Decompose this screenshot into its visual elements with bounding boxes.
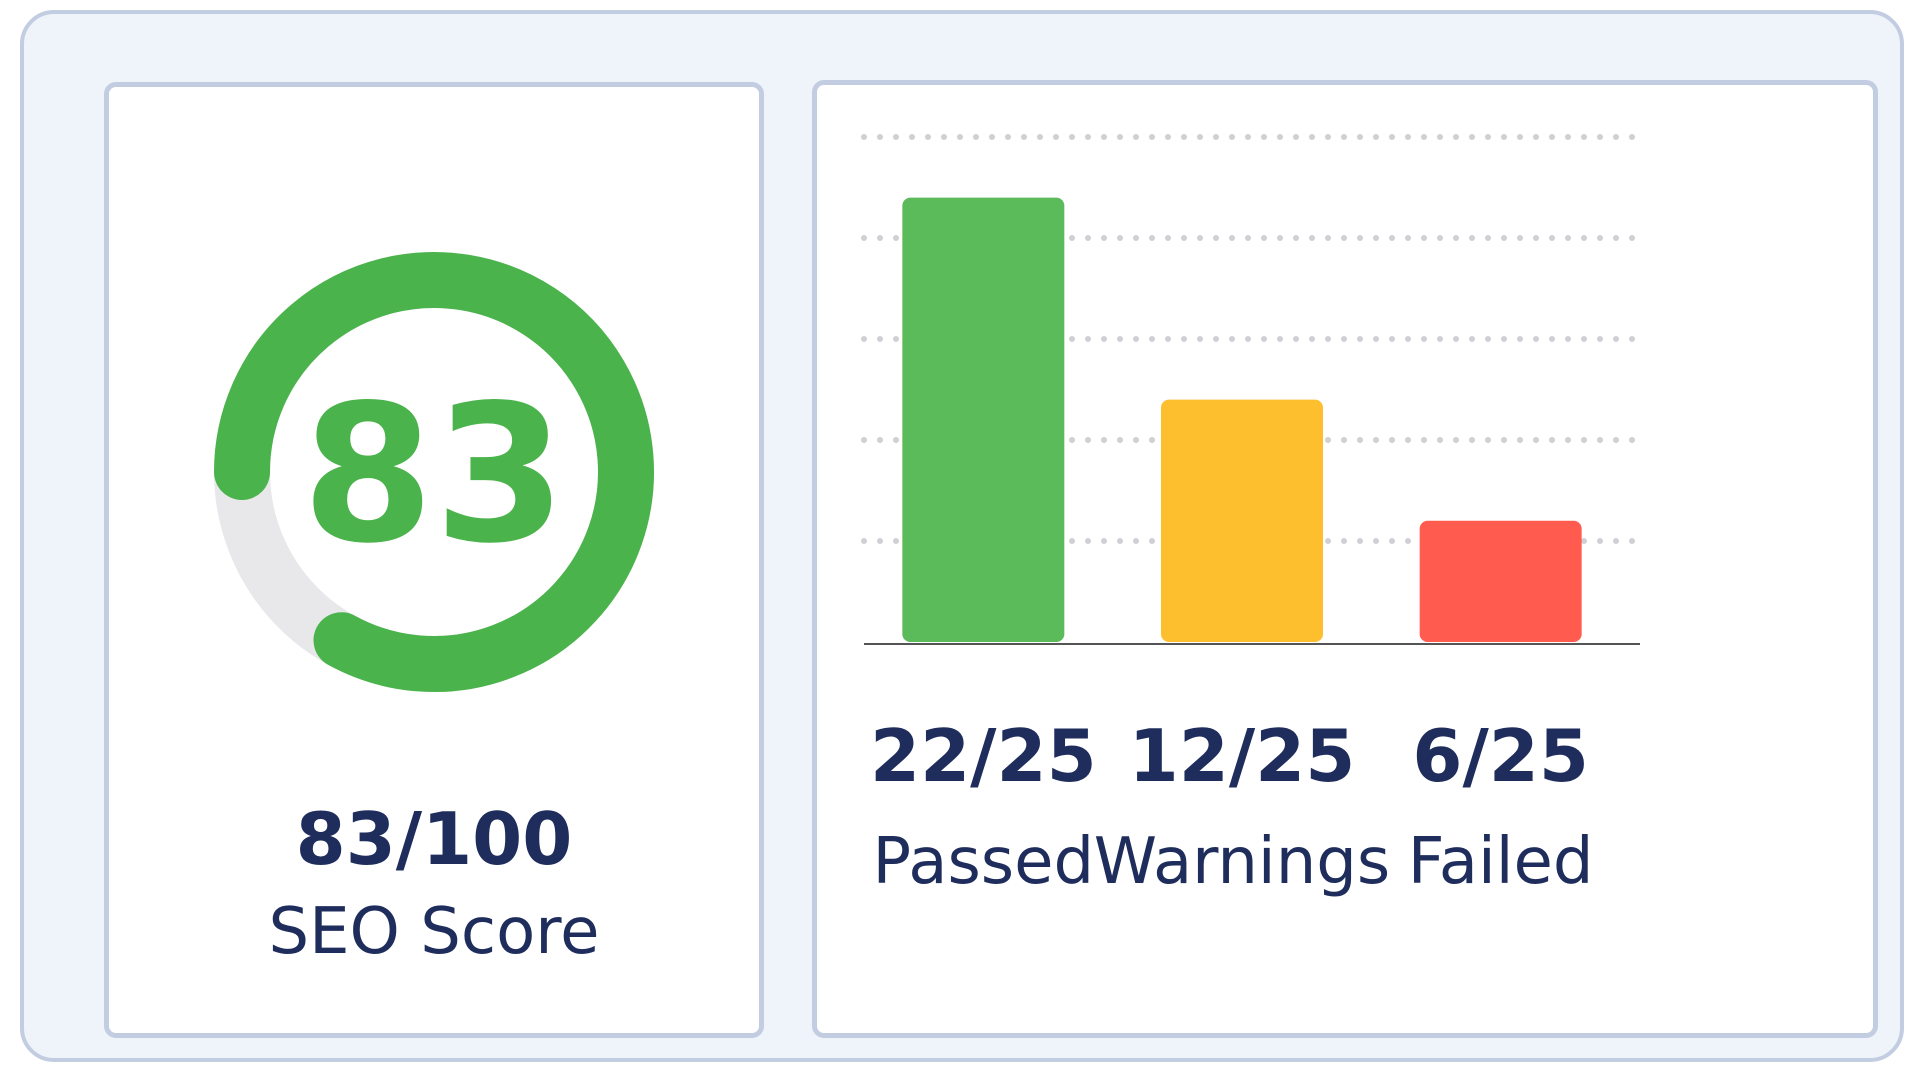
chart-bars [902,197,1582,642]
gauge-score-value: 83 [302,364,566,585]
seo-score-fraction: 83/100 [295,797,573,881]
seo-score-card: 83 83/100 SEO Score [104,82,764,1038]
audit-results-chart-card: 22/25 Passed 12/25 Warnings 6/25 Failed [812,80,1878,1038]
dashboard-panel: 83 83/100 SEO Score 22/25 Passed 12/25 Warn… [20,10,1904,1062]
bar-category-label-passed: Passed [873,825,1095,899]
seo-score-gauge: 83 [214,252,654,692]
audit-results-bar-chart: 22/25 Passed 12/25 Warnings 6/25 Failed [861,134,1643,899]
chart-labels: 22/25 Passed 12/25 Warnings 6/25 Failed [870,714,1594,899]
bar-value-label-passed: 22/25 [870,714,1097,798]
bar-category-label-failed: Failed [1408,825,1594,899]
bar-passed [902,197,1065,642]
bar-warnings [1161,399,1323,642]
bar-value-label-warnings: 12/25 [1129,714,1356,798]
bar-category-label-warnings: Warnings [1094,825,1390,899]
bar-failed [1419,520,1582,642]
bar-value-label-failed: 6/25 [1412,714,1589,798]
seo-score-label: SEO Score [268,895,600,969]
gauge-progress-arc [214,252,654,692]
